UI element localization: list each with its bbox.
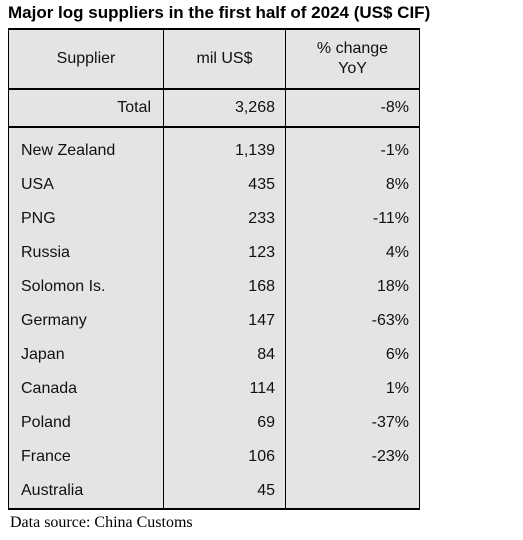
change-cell: 4%: [285, 236, 420, 270]
total-change: -8%: [285, 89, 420, 128]
value-cell: 69: [163, 406, 286, 440]
value-cell: 106: [163, 440, 286, 474]
change-cell: -63%: [285, 304, 420, 338]
value-cell: 45: [163, 474, 286, 510]
change-cell: 18%: [285, 270, 420, 304]
supplier-cell: Canada: [8, 372, 164, 406]
total-label: Total: [8, 89, 164, 128]
value-cell: 114: [163, 372, 286, 406]
value-cell: 123: [163, 236, 286, 270]
table-row: PNG 233 -11%: [8, 202, 420, 236]
value-cell: 1,139: [163, 134, 286, 168]
spacer-row: [8, 127, 420, 134]
value-cell: 435: [163, 168, 286, 202]
supplier-cell: Japan: [8, 338, 164, 372]
header-change-text: % change YoY: [316, 40, 389, 77]
header-value: mil US$: [163, 28, 286, 90]
supplier-cell: Poland: [8, 406, 164, 440]
table-row: Japan 84 6%: [8, 338, 420, 372]
table-row: France 106 -23%: [8, 440, 420, 474]
change-cell: -11%: [285, 202, 420, 236]
supplier-cell: Solomon Is.: [8, 270, 164, 304]
supplier-cell: Germany: [8, 304, 164, 338]
total-value: 3,268: [163, 89, 286, 128]
value-cell: 84: [163, 338, 286, 372]
header-supplier: Supplier: [8, 28, 164, 90]
chart-title: Major log suppliers in the first half of…: [8, 3, 431, 22]
table-row: USA 435 8%: [8, 168, 420, 202]
change-cell: [285, 474, 420, 510]
supplier-cell: New Zealand: [8, 134, 164, 168]
table-header-row: Supplier mil US$ % change YoY: [8, 28, 420, 90]
data-source-note: Data source: China Customs: [10, 514, 193, 531]
value-cell: 168: [163, 270, 286, 304]
change-cell: 6%: [285, 338, 420, 372]
change-cell: 8%: [285, 168, 420, 202]
change-cell: -23%: [285, 440, 420, 474]
supplier-cell: Russia: [8, 236, 164, 270]
supplier-cell: USA: [8, 168, 164, 202]
supplier-cell: PNG: [8, 202, 164, 236]
change-cell: 1%: [285, 372, 420, 406]
supplier-cell: France: [8, 440, 164, 474]
supplier-cell: Australia: [8, 474, 164, 510]
table-row: New Zealand 1,139 -1%: [8, 134, 420, 168]
value-cell: 233: [163, 202, 286, 236]
table-row: Solomon Is. 168 18%: [8, 270, 420, 304]
table-row: Australia 45: [8, 474, 420, 510]
table-row: Canada 114 1%: [8, 372, 420, 406]
total-row: Total 3,268 -8%: [8, 89, 420, 128]
table-row: Poland 69 -37%: [8, 406, 420, 440]
change-cell: -37%: [285, 406, 420, 440]
suppliers-table: Supplier mil US$ % change YoY Total 3,26…: [8, 28, 420, 510]
change-cell: -1%: [285, 134, 420, 168]
table-row: Germany 147 -63%: [8, 304, 420, 338]
value-cell: 147: [163, 304, 286, 338]
header-change: % change YoY: [285, 28, 420, 90]
table-row: Russia 123 4%: [8, 236, 420, 270]
